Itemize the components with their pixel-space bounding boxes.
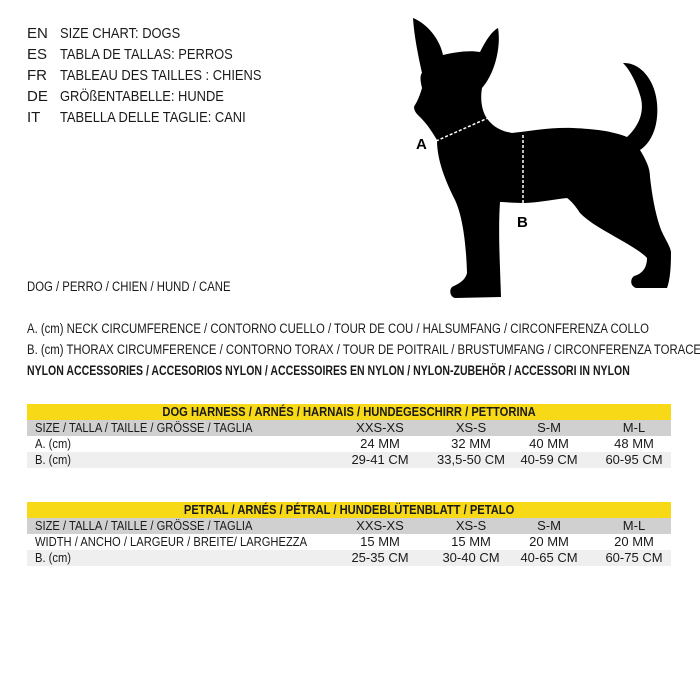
dog-line: DOG / PERRO / CHIEN / HUND / CANE: [27, 279, 231, 294]
label-b: B: [517, 214, 528, 231]
material-heading: NYLON ACCESSORIES / ACCESORIOS NYLON / A…: [27, 363, 630, 378]
table-row: WIDTH / ANCHO / LARGEUR / BREITE/ LARGHE…: [35, 534, 654, 549]
dog-silhouette: [413, 18, 671, 298]
table-title: PETRAL / ARNÉS / PÉTRAL / HUNDEBLÜTENBLA…: [27, 502, 671, 518]
table-row: B. (cm) 25-35 CM 30-40 CM 40-65 CM 60-75 CM: [27, 550, 671, 566]
table-title: DOG HARNESS / ARNÉS / HARNAIS / HUNDEGES…: [27, 404, 671, 420]
measure-a-description: A. (cm) NECK CIRCUMFERENCE / CONTORNO CU…: [27, 321, 649, 336]
petral-size-table: PETRAL / ARNÉS / PÉTRAL / HUNDEBLÜTENBLA…: [27, 502, 671, 566]
dog-diagram: A B: [413, 18, 671, 298]
measure-b-description: B. (cm) THORAX CIRCUMFERENCE / CONTORNO …: [27, 342, 700, 357]
neck-measure-line: [435, 117, 489, 142]
table-row: SIZE / TALLA / TAILLE / GRÖSSE / TAGLIA …: [27, 420, 671, 436]
table-row: A. (cm) 24 MM 32 MM 40 MM 48 MM: [35, 436, 654, 451]
table-row: SIZE / TALLA / TAILLE / GRÖSSE / TAGLIA …: [27, 518, 671, 534]
harness-size-table: DOG HARNESS / ARNÉS / HARNAIS / HUNDEGES…: [27, 404, 671, 468]
label-a: A: [416, 136, 427, 153]
table-row: B. (cm) 29-41 CM 33,5-50 CM 40-59 CM 60-95 …: [27, 452, 671, 468]
